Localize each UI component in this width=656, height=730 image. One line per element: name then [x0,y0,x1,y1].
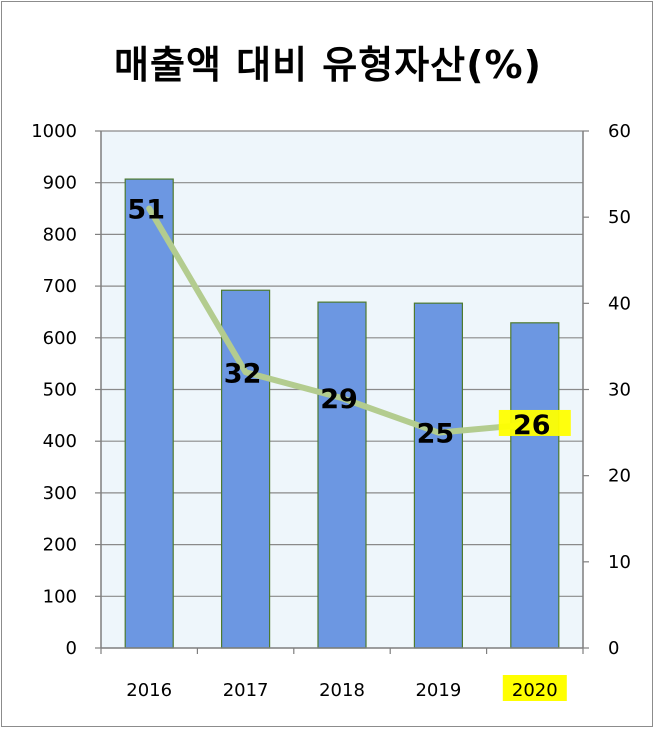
data-label-highlight [498,409,571,436]
right-tick-label: 10 [608,552,631,573]
x-tick-label: 2017 [223,680,269,701]
bar [510,322,560,649]
right-tick-label: 30 [608,380,631,401]
left-tick-label: 100 [43,586,77,607]
x-tick-label: 2016 [126,680,172,701]
left-tick-label: 0 [66,638,77,659]
left-tick-label: 1000 [31,121,77,142]
line-series [146,205,538,436]
left-tick-label: 600 [43,328,77,349]
left-tick-label: 500 [43,380,77,401]
x-label-highlight [502,675,567,701]
left-tick-label: 700 [43,276,77,297]
bar [317,301,367,649]
bar [413,302,463,649]
left-tick-label: 200 [43,535,77,556]
data-label: 32 [224,358,262,389]
left-tick-label: 400 [43,431,77,452]
x-tick-label: 2020 [512,680,558,701]
left-tick-label: 800 [43,224,77,245]
right-tick-label: 50 [608,207,631,228]
data-label: 51 [127,195,165,226]
left-tick-label: 300 [43,483,77,504]
data-label: 29 [320,384,358,415]
x-tick-label: 2018 [319,680,365,701]
right-tick-label: 20 [608,466,631,487]
bar [124,178,174,649]
data-label: 26 [513,410,551,441]
right-tick-label: 60 [608,121,631,142]
left-tick-label: 900 [43,173,77,194]
right-tick-label: 0 [608,638,619,659]
right-tick-label: 40 [608,293,631,314]
data-label: 25 [417,419,455,450]
chart-title: 매출액 대비 유형자산(%) [114,43,542,87]
x-tick-label: 2019 [415,680,461,701]
